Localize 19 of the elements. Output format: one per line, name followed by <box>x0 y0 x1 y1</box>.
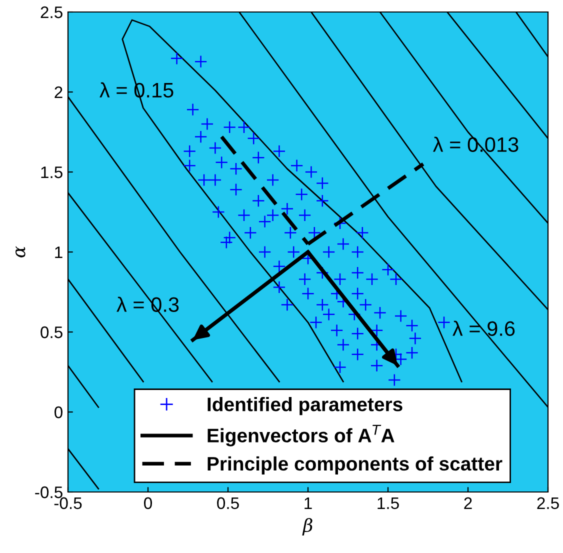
y-tick-label: 2 <box>54 86 62 98</box>
y-tick-label: 2.5 <box>40 6 62 18</box>
x-tick-label: 0 <box>144 497 152 510</box>
legend-label: Eigenvectors of A$^{T}$A <box>208 424 394 446</box>
legend-label: Identified parameters <box>208 397 402 416</box>
annotation: λ = 9.6 <box>452 320 515 336</box>
x-axis-title: β <box>302 518 312 536</box>
y-axis-title: α <box>15 246 26 258</box>
y-tick-label: -0.5 <box>35 486 62 498</box>
x-tick-label: 1.5 <box>378 497 399 510</box>
y-tick-label: 1.5 <box>41 166 62 178</box>
y-tick-label: 0 <box>54 406 62 418</box>
x-tick-label: 2.5 <box>537 497 559 510</box>
x-tick-label: 2 <box>464 497 472 509</box>
y-tick-label: 0.5 <box>40 326 62 338</box>
x-tick-label: 0.5 <box>217 497 239 510</box>
legend-label: Principle components of scatter <box>208 456 502 474</box>
y-tick-label: 1 <box>55 246 62 258</box>
x-tick-label: 1 <box>304 497 312 509</box>
